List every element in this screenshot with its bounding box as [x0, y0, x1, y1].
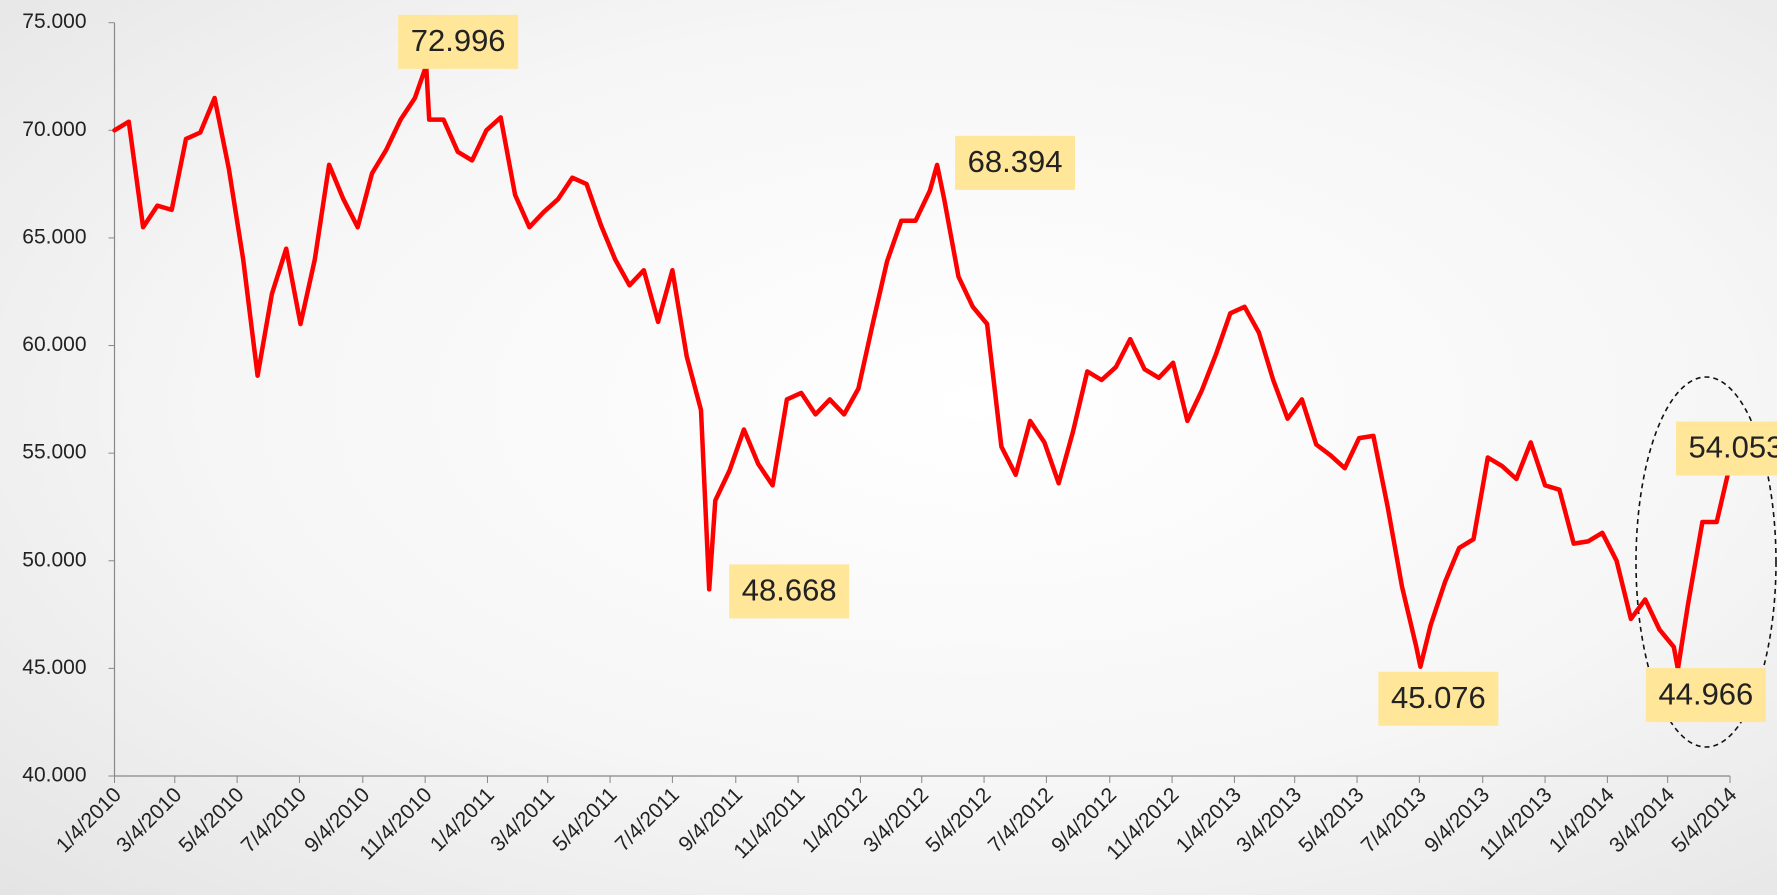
y-tick-label: 40.000: [22, 764, 86, 787]
annotation-box: [1378, 671, 1499, 726]
annotation: 68.394: [955, 135, 1076, 190]
annotation-box: [398, 14, 519, 69]
y-tick-label: 50.000: [22, 548, 86, 571]
x-tick-label: 1/4/2011: [426, 783, 499, 856]
annotation-label: 54.053: [1689, 430, 1777, 465]
annotation-label: 68.394: [968, 144, 1063, 179]
y-tick-label: 75.000: [22, 10, 86, 33]
x-tick-label: 3/4/2011: [486, 783, 559, 856]
annotation-label: 48.668: [742, 573, 837, 608]
x-tick-label: 3/4/2013: [1232, 783, 1306, 857]
y-tick-label: 55.000: [22, 441, 86, 464]
annotation: 45.076: [1378, 671, 1499, 726]
x-tick-label: 5/4/2010: [175, 783, 249, 857]
highlight-ellipse: [1635, 376, 1777, 748]
annotation: 44.966: [1645, 668, 1766, 723]
y-tick-label: 45.000: [22, 656, 86, 679]
x-tick-label: 1/4/2014: [1545, 783, 1619, 857]
annotation-box: [955, 135, 1076, 190]
x-tick-label: 5/4/2011: [549, 783, 622, 856]
x-tick-label: 7/4/2011: [611, 783, 684, 856]
x-tick-label: 3/4/2014: [1605, 783, 1679, 857]
x-tick-label: 1/4/2012: [798, 783, 872, 857]
annotation-label: 72.996: [411, 23, 506, 58]
annotation-label: 45.076: [1391, 680, 1486, 715]
x-tick-label: 7/4/2010: [237, 783, 311, 857]
annotation-box: [1675, 421, 1777, 476]
data-line: [112, 63, 1731, 672]
x-tick-label: 1/4/2010: [52, 783, 126, 857]
annotation-label: 44.966: [1658, 676, 1753, 711]
annotation: 72.996: [398, 14, 519, 69]
y-tick-label: 70.000: [22, 118, 86, 141]
annotation: 54.053: [1675, 421, 1777, 476]
x-tick-label: 1/4/2013: [1172, 783, 1246, 857]
x-tick-label: 5/4/2013: [1294, 783, 1368, 857]
x-tick-label: 5/4/2014: [1667, 783, 1741, 857]
x-tick-label: 7/4/2012: [984, 783, 1058, 857]
x-tick-label: 7/4/2013: [1357, 783, 1431, 857]
annotation: 48.668: [729, 564, 850, 619]
y-tick-label: 60.000: [22, 333, 86, 356]
annotation-box: [1645, 668, 1766, 723]
annotation-box: [729, 564, 850, 619]
x-tick-label: 3/4/2010: [112, 783, 186, 857]
y-tick-label: 65.000: [22, 225, 86, 248]
x-tick-label: 3/4/2012: [859, 783, 933, 857]
x-tick-label: 5/4/2012: [921, 783, 995, 857]
